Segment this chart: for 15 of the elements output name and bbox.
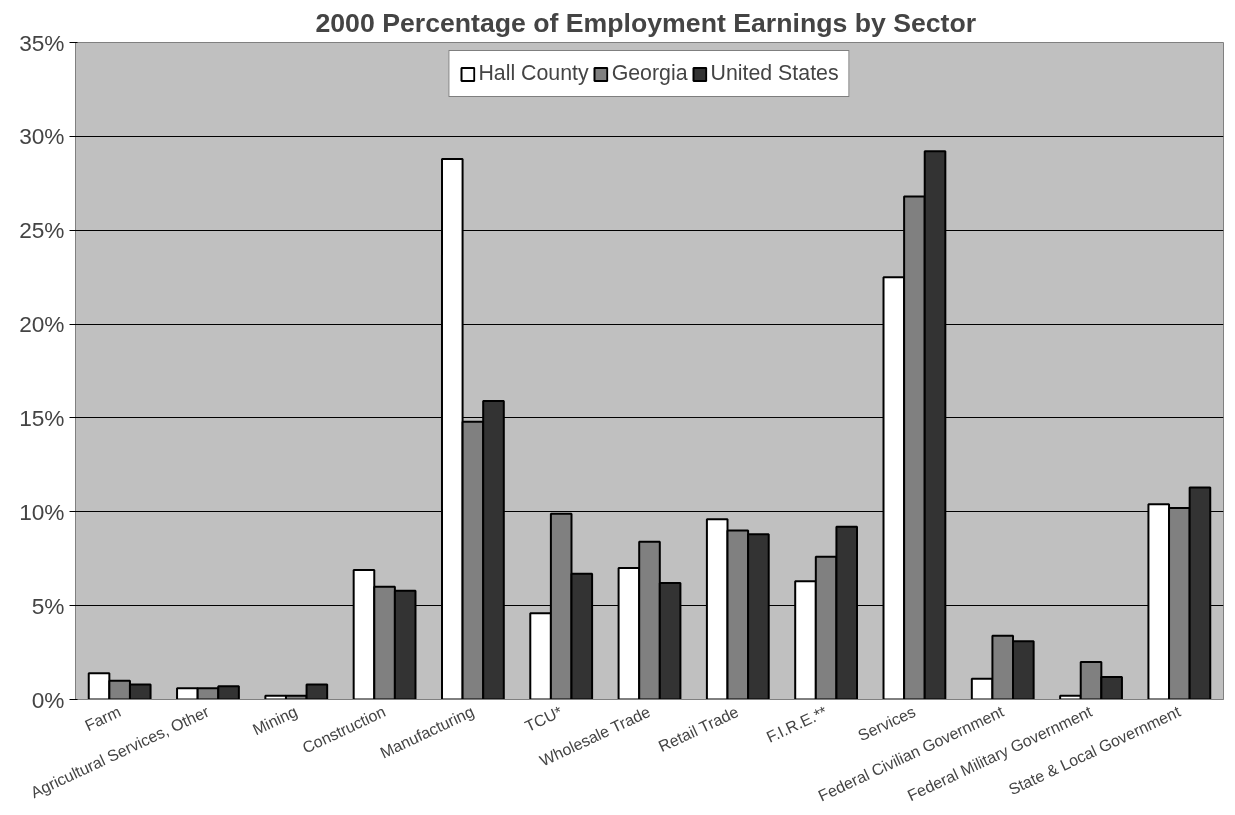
y-tick-label: 20% (19, 311, 65, 338)
y-tick-label: 5% (31, 592, 65, 619)
y-tick-label: 15% (19, 404, 65, 431)
x-tick-label: Retail Trade (655, 702, 742, 756)
x-tick-label: Farm (82, 702, 124, 735)
legend-label: United States (710, 61, 839, 86)
y-tick-label: 35% (19, 29, 65, 56)
chart-title: 2000 Percentage of Employment Earnings by Sector (315, 7, 977, 38)
legend-label: Georgia (611, 61, 688, 86)
y-tick-label: 30% (19, 123, 65, 150)
y-tick-label: 10% (19, 498, 65, 525)
y-tick-label: 0% (31, 686, 65, 713)
x-tick-label: Mining (250, 702, 300, 739)
legend-label: Hall County (478, 61, 589, 86)
y-tick-label: 25% (19, 217, 65, 244)
